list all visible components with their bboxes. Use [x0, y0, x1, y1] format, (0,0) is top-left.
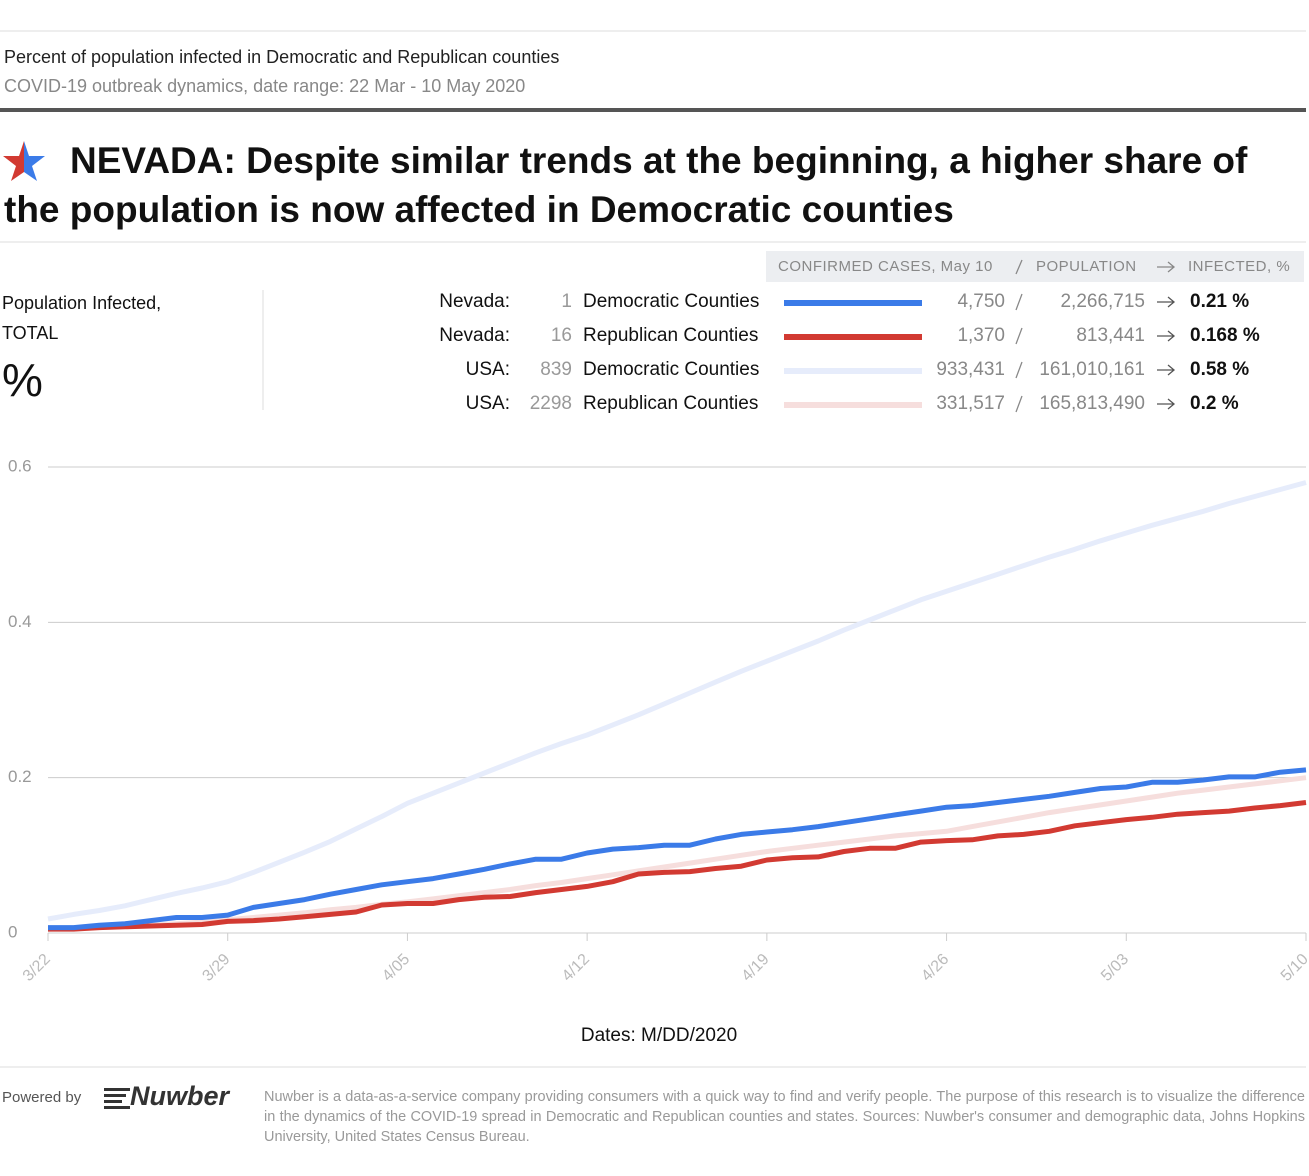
slash [1015, 327, 1023, 345]
legend-header-population: POPULATION [1036, 258, 1137, 275]
legend-infected: 0.21 % [1190, 291, 1249, 312]
logo: Nuwber [130, 1081, 231, 1111]
y-tick-label: 0.6 [8, 456, 32, 475]
legend-region: Nevada: [439, 325, 510, 346]
y-tick-label: 0.2 [8, 767, 32, 786]
legend-header-cases: CONFIRMED CASES, May 10 [778, 258, 993, 275]
legend-infected: 0.168 % [1190, 325, 1260, 346]
arrow [1157, 398, 1176, 410]
chart-title: Percent of population infected in Democr… [4, 47, 559, 67]
arrow [1157, 261, 1176, 273]
left-label: Population Infected, TOTAL [2, 293, 162, 343]
x-tick-label: 3/22 [20, 951, 54, 985]
y-tick-label: 0 [8, 922, 17, 941]
x-tick-label: 4/12 [559, 951, 593, 985]
legend-name: Republican Counties [583, 393, 758, 414]
legend-cases: 933,431 [936, 359, 1005, 380]
slash [1015, 361, 1023, 379]
legend-infected: 0.58 % [1190, 359, 1249, 380]
footer-text: Nuwber is a data-as-a-service company pr… [264, 1089, 1305, 1145]
legend-counties: 839 [540, 359, 572, 380]
x-tick-label: 5/03 [1098, 951, 1132, 985]
chart-subtitle: COVID-19 outbreak dynamics, date range: … [4, 76, 525, 96]
series-line [48, 767, 1307, 931]
legend-region: Nevada: [439, 291, 510, 312]
series-line [48, 800, 1307, 932]
arrow [1157, 296, 1176, 308]
legend-population: 165,813,490 [1039, 393, 1145, 414]
arrow [1157, 364, 1176, 376]
logo-icon [104, 1088, 130, 1109]
legend-region: USA: [466, 359, 510, 380]
arrow [1157, 330, 1176, 342]
legend-population: 161,010,161 [1039, 359, 1145, 380]
legend-header-infected: INFECTED, % [1188, 258, 1290, 275]
legend-population: 813,441 [1076, 325, 1145, 346]
legend-counties: 1 [561, 291, 572, 312]
x-tick-label: 5/10 [1278, 951, 1309, 985]
series-line [47, 480, 1307, 922]
x-tick-label: 4/05 [379, 951, 413, 985]
legend-region: USA: [466, 393, 510, 414]
slash [1015, 293, 1023, 311]
star-icon [3, 141, 45, 181]
legend-infected: 0.2 % [1190, 393, 1239, 414]
slash [1015, 395, 1023, 413]
x-axis-label: Dates: M/DD/2020 [581, 1025, 737, 1046]
legend-counties: 2298 [530, 393, 572, 414]
powered-by: Powered by [2, 1089, 82, 1106]
legend-name: Democratic Counties [583, 359, 759, 380]
legend-counties: 16 [551, 325, 572, 346]
x-tick-label: 4/19 [739, 951, 773, 985]
unit-label: % [2, 354, 43, 406]
x-tick-label: 4/26 [918, 951, 952, 985]
series-line [47, 775, 1307, 932]
y-tick-label: 0.4 [8, 612, 32, 631]
legend-cases: 4,750 [957, 291, 1005, 312]
legend-population: 2,266,715 [1060, 291, 1145, 312]
slash [1015, 259, 1023, 275]
headline: NEVADA: Despite similar trends at the be… [4, 140, 1248, 230]
legend-cases: 1,370 [957, 325, 1005, 346]
legend-cases: 331,517 [936, 393, 1005, 414]
legend-header-bg [766, 251, 1304, 282]
legend-name: Republican Counties [583, 325, 758, 346]
x-tick-label: 3/29 [199, 951, 233, 985]
legend-name: Democratic Counties [583, 291, 759, 312]
